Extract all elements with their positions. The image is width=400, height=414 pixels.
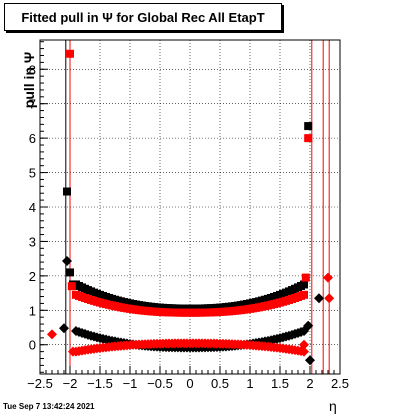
data-point: [299, 346, 309, 357]
x-tick-label: 1.5: [271, 376, 289, 391]
data-marks: [47, 49, 335, 366]
data-point: [300, 280, 308, 289]
series-black-square: [63, 122, 313, 313]
data-point: [323, 272, 333, 283]
grid-lines: [39, 40, 341, 374]
data-point: [305, 355, 315, 366]
x-axis-title: η: [329, 398, 337, 414]
data-point: [304, 122, 313, 131]
data-point: [68, 346, 78, 357]
data-point: [301, 273, 310, 282]
data-point: [66, 49, 74, 58]
y-tick-label: 0: [29, 338, 36, 353]
y-tick-label: 6: [29, 131, 36, 146]
data-point: [324, 293, 335, 304]
y-tick-label: 3: [29, 234, 36, 249]
y-tick-label: 7: [29, 97, 36, 112]
data-point: [62, 256, 72, 267]
y-axis-title: pull in Ψ: [21, 51, 37, 109]
x-tick-label: −2: [63, 376, 78, 391]
x-tick-label: 0: [186, 376, 193, 391]
y-tick-label: 8: [29, 62, 36, 77]
data-point: [63, 187, 71, 196]
x-tick-label: 2: [306, 376, 313, 391]
x-tick-label: −2.5: [27, 376, 53, 391]
x-tick-label: −1: [123, 376, 138, 391]
series-red-square: [66, 49, 313, 317]
data-point: [300, 290, 308, 299]
x-tick-label: −1.5: [87, 376, 113, 391]
reference-lines: [65, 40, 330, 374]
x-tick-label: 1: [246, 376, 253, 391]
y-tick-label: 5: [29, 166, 36, 181]
series-red-diamond: [47, 272, 335, 357]
data-point: [66, 268, 74, 277]
timestamp: Tue Sep 7 13:42:24 2021: [3, 402, 95, 411]
x-tick-label: 0.5: [211, 376, 229, 391]
axis-ticks: [39, 41, 341, 374]
data-point: [67, 282, 76, 291]
data-point: [47, 329, 57, 340]
data-point: [303, 320, 314, 331]
data-point: [314, 293, 324, 304]
y-tick-label: 2: [29, 269, 36, 284]
y-tick-label: 4: [29, 200, 36, 215]
axis-tick-labels: −2.5 −2 −1.5 −1 −0.5 0 0.5 1 1.5 2 2.5 0 1 2 3 4 5 6 7 8: [27, 62, 349, 391]
data-point: [304, 134, 313, 143]
x-tick-label: 2.5: [331, 376, 349, 391]
chart-title: Fitted pull in Ψ for Global Rec All Etap…: [4, 3, 282, 31]
data-point: [299, 339, 309, 350]
data-point: [59, 323, 69, 334]
y-tick-label: 1: [29, 303, 36, 318]
x-tick-label: −0.5: [147, 376, 173, 391]
